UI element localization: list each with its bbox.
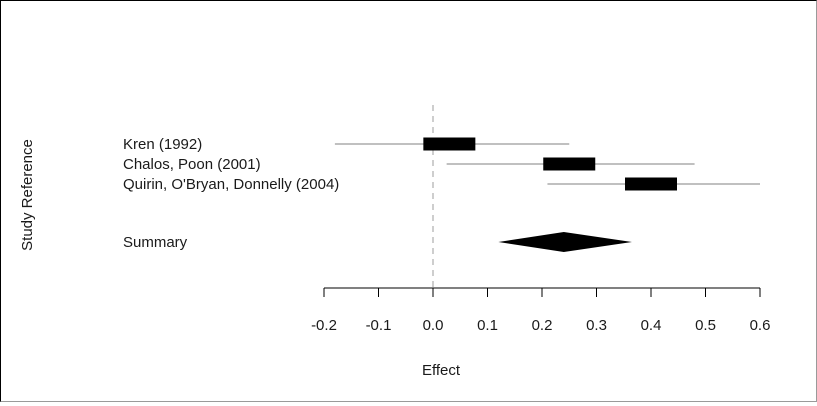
x-tick-label: 0.0 <box>423 317 444 334</box>
y-axis-title: Study Reference <box>19 139 36 251</box>
x-tick-label: -0.1 <box>366 317 392 334</box>
x-tick-label: 0.6 <box>750 317 771 334</box>
x-axis-title: Effect <box>422 362 461 379</box>
summary-diamond <box>498 232 632 252</box>
x-tick-label: 0.3 <box>586 317 607 334</box>
study-label: Quirin, O'Bryan, Donnelly (2004) <box>123 176 339 193</box>
study-estimate-box <box>625 177 677 191</box>
study-estimate-box <box>423 137 476 151</box>
x-tick-label: 0.1 <box>477 317 498 334</box>
x-tick-label: 0.2 <box>532 317 553 334</box>
study-label: Kren (1992) <box>123 136 202 153</box>
summary-label: Summary <box>123 234 188 251</box>
study-label: Chalos, Poon (2001) <box>123 156 261 173</box>
study-estimate-box <box>543 157 596 171</box>
x-tick-label: 0.4 <box>641 317 662 334</box>
x-tick-label: 0.5 <box>695 317 716 334</box>
x-tick-label: -0.2 <box>311 317 337 334</box>
